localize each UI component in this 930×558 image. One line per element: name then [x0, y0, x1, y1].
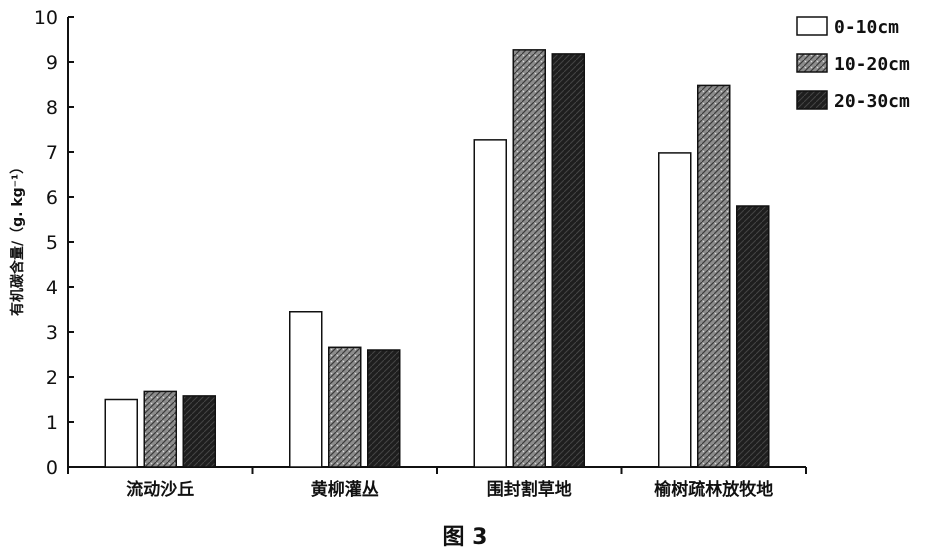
- category-label: 榆树疏林放牧地: [654, 479, 773, 500]
- y-tick-label: 2: [46, 367, 58, 389]
- legend-swatch: [796, 90, 828, 110]
- bar: [367, 349, 401, 468]
- legend-label: 10-20cm: [834, 54, 910, 75]
- bar: [473, 139, 507, 468]
- y-tick-label: 0: [46, 457, 58, 479]
- bars: [104, 49, 770, 468]
- bar: [551, 53, 585, 468]
- legend-label: 0-10cm: [834, 17, 899, 38]
- y-tick-label: 3: [46, 322, 58, 344]
- y-axis-label: 有机碳含量/（g. kg⁻¹）: [9, 160, 26, 316]
- axes: 0 1 2 3 4 5 6 7 8 9 10 流动沙丘 黄柳灌丛 围封割草地 榆树疏林放牧地: [34, 7, 807, 500]
- figure-caption: 图 3: [442, 525, 488, 550]
- y-tick-label: 9: [46, 52, 58, 74]
- bar-chart: 0 1 2 3 4 5 6 7 8 9 10 流动沙丘 黄柳灌丛 围封割草地 榆树疏林放牧地 0-10cm 1…: [9, 7, 910, 500]
- legend: 0-10cm 10-20cm 20-30cm: [796, 16, 910, 112]
- bar: [736, 205, 770, 468]
- category-label: 流动沙丘: [126, 479, 194, 500]
- bar: [658, 152, 692, 468]
- y-tick-label: 5: [46, 232, 58, 254]
- legend-swatch: [796, 16, 828, 36]
- y-tick-label: 8: [46, 97, 58, 119]
- bar: [328, 346, 362, 468]
- y-tick-label: 4: [46, 277, 58, 299]
- bar: [697, 84, 731, 468]
- bar: [182, 395, 216, 468]
- category-label: 黄柳灌丛: [311, 479, 379, 500]
- y-tick-label: 6: [46, 187, 58, 209]
- y-tick-label: 1: [46, 412, 58, 434]
- bar: [104, 398, 138, 468]
- y-tick-label: 7: [46, 142, 58, 164]
- legend-label: 20-30cm: [834, 91, 910, 112]
- bar: [512, 49, 546, 468]
- category-label: 围封割草地: [487, 479, 572, 500]
- y-tick-label: 10: [34, 7, 58, 29]
- legend-swatch: [796, 53, 828, 73]
- bar: [143, 390, 177, 468]
- bar: [289, 311, 323, 468]
